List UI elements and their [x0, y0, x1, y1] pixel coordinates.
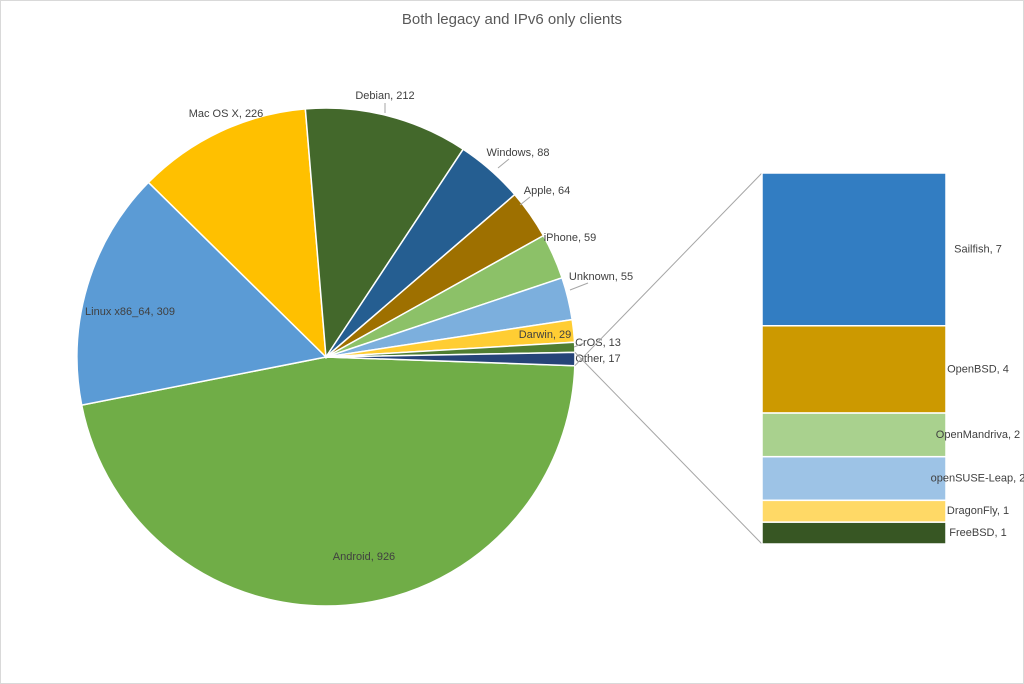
connector-line: [574, 352, 763, 545]
data-label: Windows, 88: [487, 147, 550, 159]
bar-segment: [761, 172, 947, 327]
data-label: Darwin, 29: [519, 329, 572, 341]
data-label: OpenMandriva, 2: [936, 429, 1020, 441]
pie-slice: [76, 181, 328, 407]
data-label: Other, 17: [575, 353, 620, 365]
data-label: Android, 926: [333, 551, 395, 563]
data-label: Sailfish, 7: [954, 243, 1002, 255]
bar-segment: [761, 499, 947, 523]
data-label: FreeBSD, 1: [949, 527, 1006, 539]
leader-line: [573, 342, 585, 348]
bar-segment: [761, 455, 947, 502]
connector-line: [574, 172, 763, 367]
data-label: CrOS, 13: [575, 337, 621, 349]
bar-segment: [761, 412, 947, 458]
leader-line: [519, 196, 531, 206]
pie-slice: [80, 356, 576, 607]
data-label: OpenBSD, 4: [947, 363, 1009, 375]
data-label: Mac OS X, 226: [189, 108, 264, 120]
data-label: openSUSE-Leap, 2: [931, 472, 1024, 484]
data-label: Unknown, 55: [569, 271, 633, 283]
leader-line: [569, 282, 589, 291]
data-label: DragonFly, 1: [947, 505, 1009, 517]
pie-slice: [304, 107, 465, 360]
pie-slice: [147, 108, 327, 359]
data-label: Debian, 212: [355, 90, 414, 102]
chart-title: Both legacy and IPv6 only clients: [402, 11, 622, 28]
bar-segment: [761, 521, 947, 545]
data-label: Linux x86_64, 309: [85, 306, 175, 318]
leader-line: [497, 158, 510, 169]
bar-segment: [761, 325, 947, 414]
data-label: Apple, 64: [524, 185, 570, 197]
data-label: iPhone, 59: [544, 232, 597, 244]
